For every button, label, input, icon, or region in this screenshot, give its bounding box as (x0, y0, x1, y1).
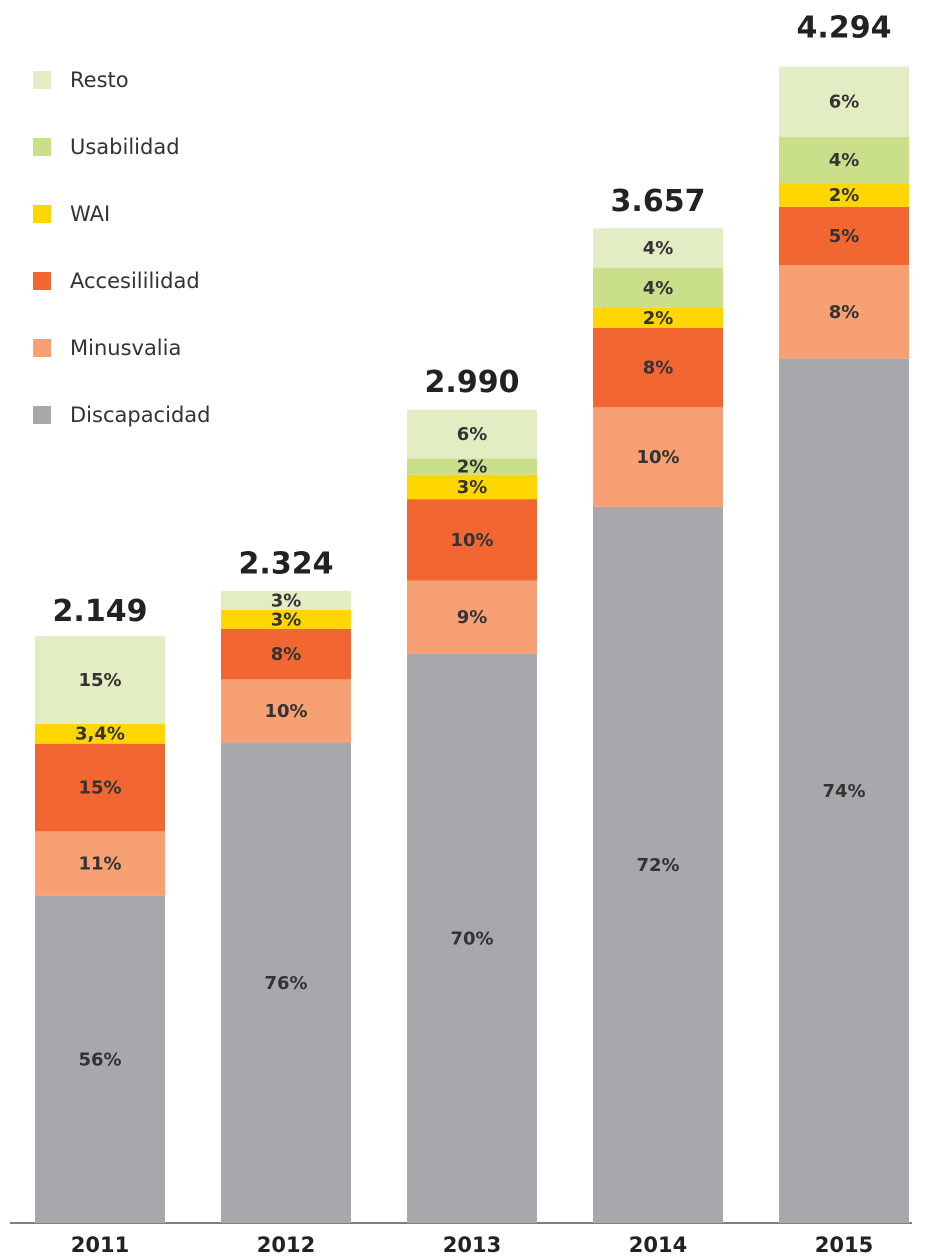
data-label: 74% (822, 781, 865, 802)
bar-segment (407, 409, 537, 459)
data-label: 9% (457, 607, 488, 628)
bar-segment (407, 653, 537, 1223)
data-label: 4% (643, 238, 674, 259)
legend-swatch (33, 339, 51, 357)
x-tick-label: 2013 (443, 1233, 501, 1257)
bar-segment (35, 723, 165, 744)
data-label: 3% (457, 477, 488, 498)
data-label: 8% (271, 644, 302, 665)
x-tick-label: 2015 (815, 1233, 873, 1257)
total-label: 2.324 (239, 546, 334, 581)
bar-segment (779, 206, 909, 266)
bar-segment (593, 228, 723, 269)
data-label: 5% (829, 226, 860, 247)
data-label: 8% (829, 302, 860, 323)
bar-segment (779, 265, 909, 359)
bar-segment (779, 183, 909, 207)
total-label: 2.990 (425, 365, 520, 400)
legend-swatch (33, 138, 51, 156)
data-label: 8% (643, 358, 674, 379)
data-label: 76% (264, 973, 307, 994)
bar-segment (221, 742, 351, 1223)
x-tick-label: 2012 (257, 1233, 315, 1257)
bar-segment (779, 358, 909, 1223)
x-tick-label: 2011 (71, 1233, 129, 1257)
bar-segment (35, 831, 165, 896)
data-label: 2% (829, 185, 860, 206)
bar-segment (35, 895, 165, 1223)
data-label: 2% (643, 308, 674, 329)
data-label: 6% (457, 424, 488, 445)
data-label: 56% (78, 1049, 121, 1070)
legend-label: Minusvalia (70, 336, 181, 360)
data-label: 72% (636, 855, 679, 876)
bar-segment (593, 268, 723, 308)
bar-segment (221, 628, 351, 680)
bar-segment (593, 407, 723, 507)
data-label: 15% (78, 778, 121, 799)
total-label: 4.294 (797, 11, 892, 46)
data-label: 3% (271, 609, 302, 630)
data-label: 3,4% (75, 724, 125, 745)
bar-segment (593, 307, 723, 328)
bar-segment (593, 506, 723, 1224)
data-label: 11% (78, 854, 121, 875)
bar-segment (35, 743, 165, 832)
bar-segment (221, 590, 351, 610)
x-tick-label: 2014 (629, 1233, 687, 1257)
bar-segment (593, 327, 723, 408)
data-label: 10% (636, 447, 679, 468)
legend-label: Resto (70, 68, 129, 92)
legend-swatch (33, 205, 51, 223)
legend-label: WAI (70, 202, 110, 226)
bar-segment (407, 474, 537, 500)
bar-segment (221, 679, 351, 743)
data-label: 10% (264, 701, 307, 722)
legend-swatch (33, 71, 51, 89)
data-label: 10% (450, 530, 493, 551)
data-label: 70% (450, 928, 493, 949)
bar-segment (221, 609, 351, 629)
legend-swatch (33, 272, 51, 290)
data-label: 4% (643, 278, 674, 299)
total-label: 2.149 (53, 594, 148, 629)
bar-segment (407, 580, 537, 654)
bar-segment (779, 66, 909, 137)
bar-segment (407, 499, 537, 581)
bar-segment (35, 636, 165, 724)
legend-swatch (33, 406, 51, 424)
total-label: 3.657 (611, 184, 706, 219)
data-label: 15% (78, 670, 121, 691)
legend-label: Accesililidad (70, 269, 200, 293)
data-label: 6% (829, 92, 860, 113)
data-label: 2% (457, 457, 488, 478)
bar-segment (779, 136, 909, 184)
legend-label: Usabilidad (70, 135, 180, 159)
bar-segment (407, 458, 537, 475)
data-label: 3% (271, 590, 302, 611)
data-label: 4% (829, 150, 860, 171)
legend-label: Discapacidad (70, 403, 210, 427)
